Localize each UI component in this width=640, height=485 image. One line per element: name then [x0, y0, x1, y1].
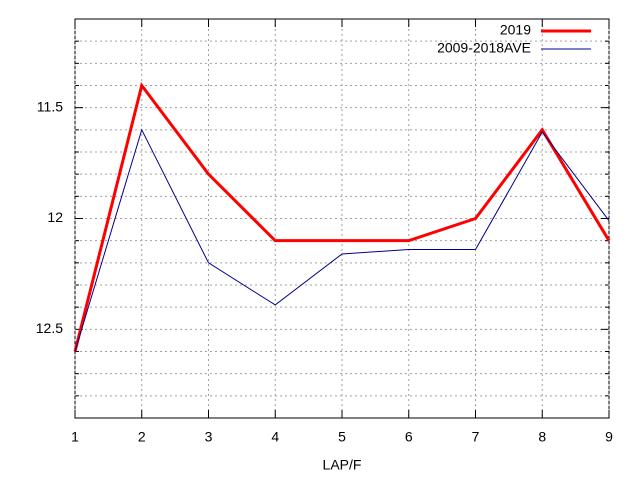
x-tick-label: 8 [538, 429, 546, 445]
x-tick-label: 1 [71, 429, 79, 445]
x-tick-label: 9 [605, 429, 613, 445]
x-tick-label: 7 [472, 429, 480, 445]
series-line [73, 82, 611, 352]
legend-label: 2019 [500, 22, 531, 38]
x-tick-label: 2 [138, 429, 146, 445]
x-axis-label: LAP/F [323, 457, 362, 473]
y-tick-label: 12.5 [36, 320, 63, 336]
legend-label: 2009-2018AVE [437, 40, 531, 56]
y-tick-label: 12 [47, 209, 63, 225]
x-tick-label: 4 [271, 429, 279, 445]
series-line [74, 128, 610, 352]
y-tick-label: 11.5 [37, 98, 63, 114]
x-tick-label: 6 [405, 429, 413, 445]
x-tick-label: 5 [338, 429, 346, 445]
x-tick-label: 3 [205, 429, 213, 445]
